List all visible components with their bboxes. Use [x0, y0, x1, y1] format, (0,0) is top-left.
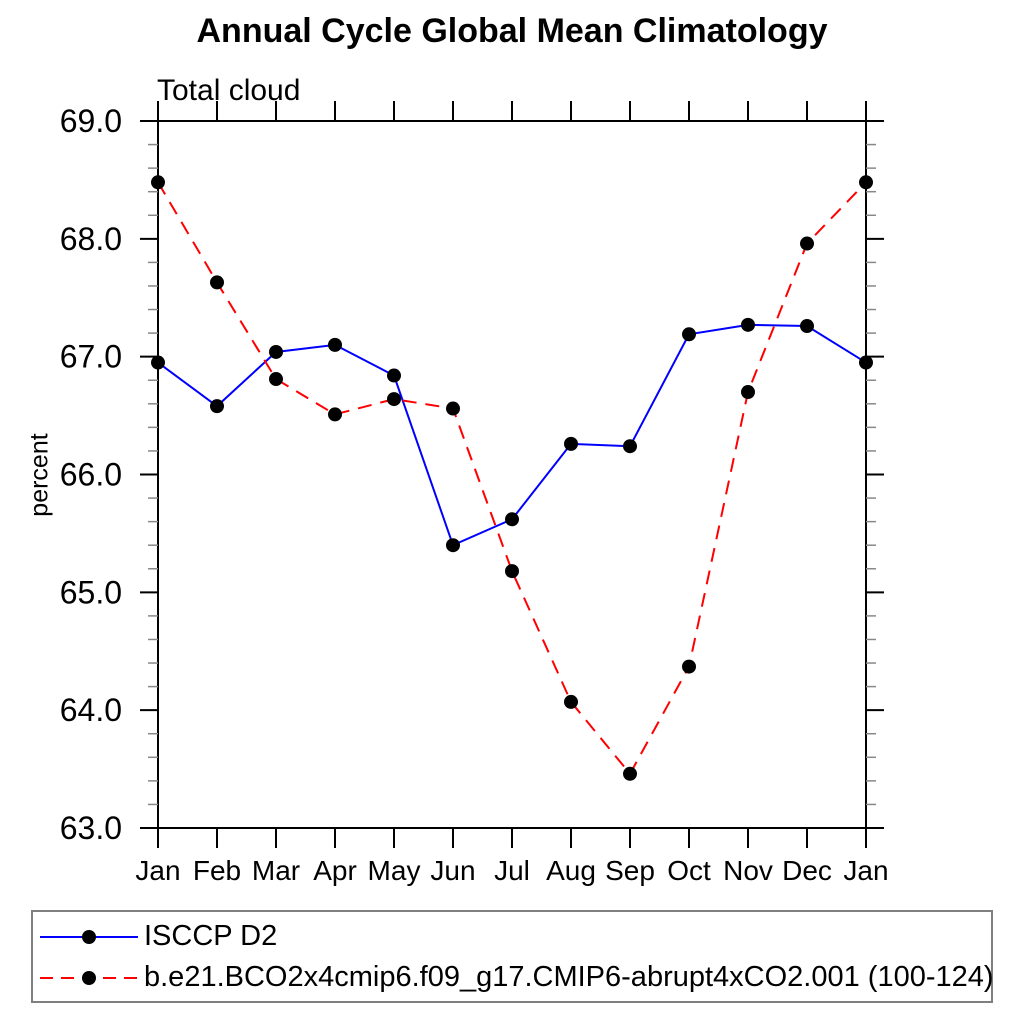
tick-label: 64.0: [60, 692, 122, 728]
y-axis-ticks: 63.0 64.0 65.0 66.0 67.0 68.0 69.0: [60, 103, 884, 846]
legend-label: ISCCP D2: [144, 920, 278, 952]
series-markers-0: [151, 317, 873, 553]
legend-item-model-run: b.e21.BCO2x4cmip6.f09_g17.CMIP6-abrupt4x…: [33, 957, 994, 998]
tick-label: Feb: [193, 855, 241, 886]
series-line-1: [157, 181, 867, 776]
tick-label: Jan: [843, 855, 888, 886]
x-axis-ticks: Jan Feb Mar Apr May Jun Jul Aug Sep Oct Nov Dec Jan: [135, 101, 889, 886]
y-axis-title: percent: [25, 433, 54, 517]
tick-label: Apr: [313, 855, 357, 886]
tick-label: Sep: [605, 855, 655, 886]
legend: ISCCP D2 b.e21.BCO2x4cmip6.f09_g17.CMIP6…: [31, 910, 994, 1003]
plot-frame: [157, 120, 867, 829]
legend-label: b.e21.BCO2x4cmip6.f09_g17.CMIP6-abrupt4x…: [144, 961, 994, 993]
tick-label: Jan: [135, 855, 180, 886]
series-line-0: [157, 323, 867, 547]
tick-label: Jun: [430, 855, 475, 886]
tick-label: Aug: [546, 855, 596, 886]
tick-label: 63.0: [60, 810, 122, 846]
tick-label: 67.0: [60, 339, 122, 375]
series-markers-1: [151, 175, 873, 781]
y-minor-ticks: [148, 143, 876, 806]
tick-label: 66.0: [60, 457, 122, 493]
tick-label: Jul: [494, 855, 530, 886]
tick-label: 65.0: [60, 574, 122, 610]
tick-label: 69.0: [60, 103, 122, 139]
chart-subtitle: Total cloud: [157, 74, 301, 107]
legend-line-sample-icon: [40, 929, 138, 944]
legend-item-isccp-d2: ISCCP D2: [33, 916, 991, 957]
tick-label: Oct: [667, 855, 711, 886]
legend-line-sample-icon: [40, 970, 138, 985]
tick-label: May: [368, 855, 421, 886]
tick-label: Dec: [782, 855, 832, 886]
chart-title: Annual Cycle Global Mean Climatology: [196, 12, 828, 50]
tick-label: Mar: [252, 855, 300, 886]
tick-label: Nov: [723, 855, 773, 886]
tick-label: 68.0: [60, 221, 122, 257]
